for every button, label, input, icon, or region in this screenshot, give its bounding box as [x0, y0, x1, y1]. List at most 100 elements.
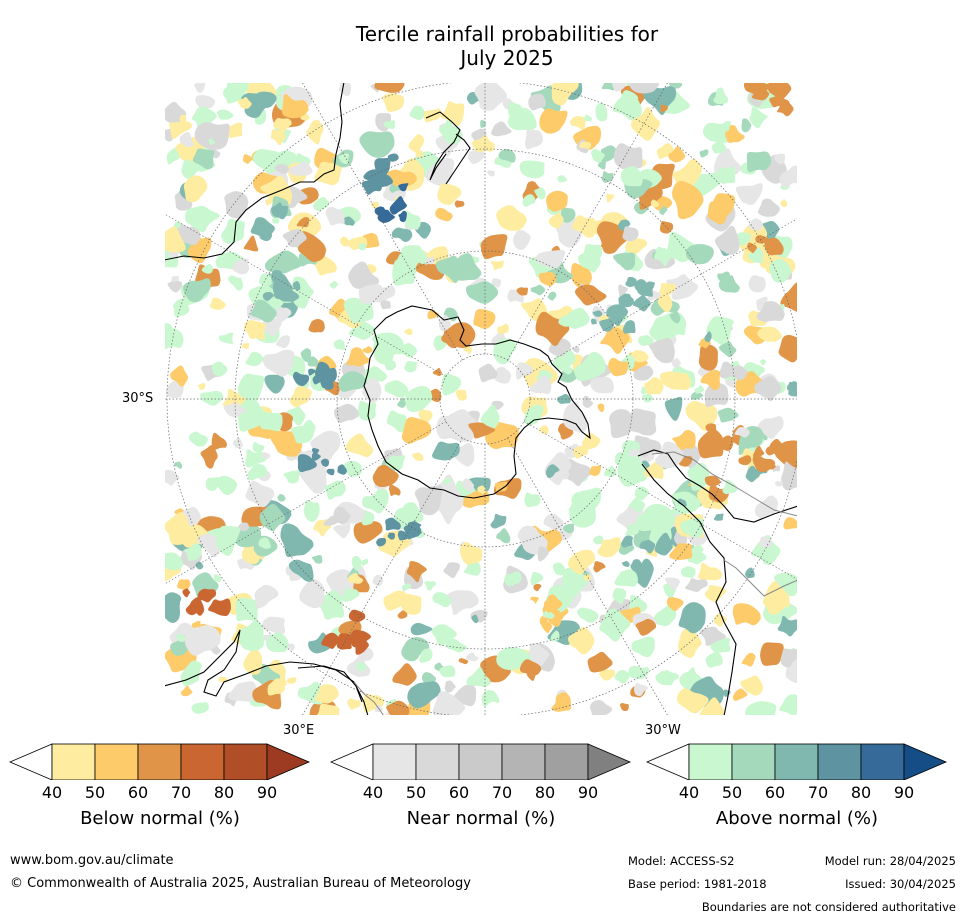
tick-label: 40 [678, 783, 700, 802]
probability-patch [698, 343, 718, 371]
probability-patch [306, 119, 324, 145]
model-run-text: Model run: 28/04/2025 [824, 854, 956, 868]
probability-patch [563, 523, 575, 534]
probability-patch [551, 82, 581, 106]
probability-patch [474, 82, 510, 111]
probability-patch [631, 636, 655, 658]
probability-patch [312, 196, 331, 212]
probability-patch [705, 651, 723, 668]
probability-patch [780, 282, 798, 313]
probability-patch [258, 537, 271, 549]
probability-patch [593, 535, 604, 545]
probability-patch [410, 249, 429, 265]
probability-patch [577, 607, 599, 623]
probability-patch [600, 145, 619, 163]
graticule [164, 82, 798, 716]
probability-patch [228, 681, 258, 702]
probability-patch [471, 134, 496, 153]
probability-patch [525, 128, 544, 150]
probability-patch [471, 614, 479, 624]
probability-patch [288, 559, 314, 582]
probability-patch [385, 517, 401, 531]
probability-patch [552, 562, 566, 576]
probability-patch [676, 688, 711, 714]
probability-patch [465, 652, 480, 662]
probability-patch [432, 592, 452, 608]
probability-patch [276, 335, 291, 349]
title-line-2: July 2025 [460, 46, 554, 70]
probability-patch [296, 217, 310, 228]
probability-patch [185, 597, 205, 616]
probability-patch [756, 301, 785, 322]
probability-patch [680, 566, 696, 578]
probability-patch [425, 157, 455, 186]
probability-patch [685, 578, 710, 593]
probability-patch [490, 260, 504, 271]
probability-patch [391, 227, 413, 242]
probability-patch [272, 216, 280, 224]
probability-patch [286, 406, 306, 426]
above-swatch [817, 743, 862, 781]
probability-patch [397, 397, 407, 408]
below-normal-title: Below normal (%) [80, 808, 240, 829]
probability-patch [209, 297, 227, 310]
probability-patch [561, 567, 591, 597]
probability-patch [609, 409, 633, 439]
probability-patch [650, 199, 660, 208]
tick-label: 80 [850, 783, 872, 802]
probability-patch [768, 438, 785, 455]
probability-patch [192, 106, 219, 125]
probability-patch [164, 592, 182, 623]
probability-patch [183, 175, 208, 203]
probability-patch [725, 125, 747, 143]
probability-patch [410, 622, 435, 636]
probability-patch [259, 273, 272, 286]
probability-patch [573, 445, 589, 459]
near-swatch [415, 743, 460, 781]
probability-patch [386, 410, 407, 433]
probability-patch [311, 555, 323, 564]
probability-patch [348, 261, 381, 289]
probability-patch [748, 218, 764, 231]
probability-patch [524, 404, 544, 426]
probability-patch [200, 391, 225, 406]
probability-patch [512, 230, 532, 250]
probability-map[interactable] [164, 82, 798, 716]
probability-patch [444, 680, 457, 693]
probability-patch [519, 160, 545, 179]
probability-patch [522, 194, 536, 207]
probability-patch [599, 318, 615, 332]
probability-patch [745, 465, 761, 483]
probability-patch [250, 91, 278, 109]
tick-label: 50 [405, 783, 427, 802]
probability-patch [358, 284, 383, 305]
probability-patch [264, 250, 304, 274]
tick-label: 70 [170, 783, 192, 802]
probability-patch [407, 681, 443, 709]
probability-patch [717, 407, 741, 423]
probability-patch [498, 148, 516, 163]
probability-patch [644, 376, 665, 395]
probability-patch [529, 375, 552, 395]
probability-patch [216, 525, 241, 556]
probability-patch [618, 293, 635, 308]
probability-patch [357, 400, 377, 421]
probability-patch [491, 121, 514, 137]
above-normal-ticks: 40 50 60 70 80 90 [645, 783, 949, 803]
probability-patch [237, 97, 253, 109]
probability-patch [280, 523, 317, 558]
probability-patch [386, 455, 406, 471]
probability-patch [282, 229, 308, 248]
probability-patch [325, 206, 345, 226]
probability-patch [164, 469, 182, 486]
probability-patch [346, 347, 373, 367]
probability-patch [592, 310, 603, 317]
website-link[interactable]: www.bom.gov.au/climate [10, 853, 174, 868]
probability-patch [557, 393, 571, 404]
probability-patch [245, 351, 264, 367]
probability-patch [641, 394, 654, 403]
probability-patch [735, 183, 763, 205]
probability-patch [699, 626, 729, 646]
probability-patch [259, 503, 288, 532]
probability-patch [713, 513, 724, 521]
